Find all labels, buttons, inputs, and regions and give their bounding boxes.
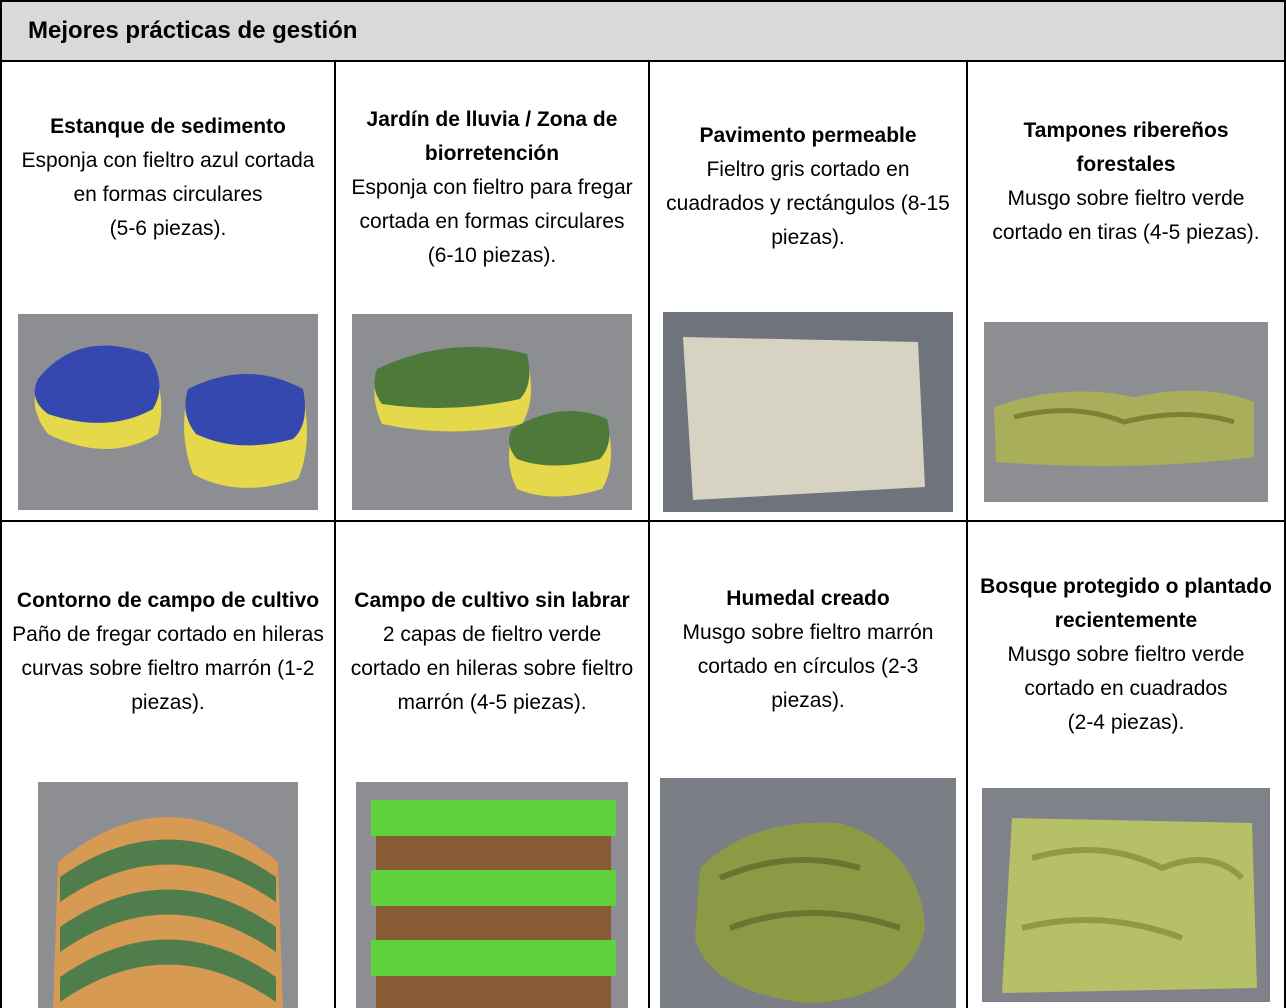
cell-text: Contorno de campo de cultivo Paño de fre…	[2, 522, 334, 782]
cell-description: Esponja con fieltro para fregar cortada …	[351, 176, 633, 267]
cell-description: Fieltro gris cortado en cuadrados y rect…	[666, 158, 950, 249]
header-title: Mejores prácticas de gestión	[2, 2, 1284, 62]
cell-description: Musgo sobre fieltro verde cortado en tir…	[992, 187, 1260, 244]
photo-protected-forest	[982, 788, 1270, 1002]
table-cell: Jardín de lluvia / Zona de biorretención…	[336, 62, 650, 520]
cell-pieces: (2-4 piezas).	[1067, 711, 1185, 734]
table-cell: Tampones ribereños forestales Musgo sobr…	[968, 62, 1284, 520]
cell-text: Tampones ribereños forestales Musgo sobr…	[968, 62, 1284, 322]
cell-title: Campo de cultivo sin labrar	[354, 589, 630, 612]
table-cell: Humedal creado Musgo sobre fieltro marró…	[650, 522, 968, 1008]
table-row: Contorno de campo de cultivo Paño de fre…	[2, 522, 1284, 1008]
table-cell: Bosque protegido o plantado recientement…	[968, 522, 1284, 1008]
cell-description: Musgo sobre fieltro marrón cortado en cí…	[682, 621, 934, 712]
cell-title: Bosque protegido o plantado recientement…	[980, 575, 1272, 632]
photo-created-wetland	[660, 778, 956, 1008]
cell-title: Estanque de sedimento	[50, 115, 286, 138]
table-cell: Pavimento permeable Fieltro gris cortado…	[650, 62, 968, 520]
cell-pieces: (5-6 piezas).	[109, 217, 227, 240]
cell-title: Jardín de lluvia / Zona de biorretención	[366, 108, 618, 165]
cell-description: 2 capas de fieltro verde cortado en hile…	[350, 623, 634, 714]
photo-rain-garden	[352, 314, 632, 510]
photo-no-till-field	[356, 782, 628, 1008]
table-cell: Contorno de campo de cultivo Paño de fre…	[2, 522, 336, 1008]
cell-title: Contorno de campo de cultivo	[16, 589, 320, 612]
photo-permeable-pavement	[663, 312, 953, 512]
cell-text: Pavimento permeable Fieltro gris cortado…	[650, 62, 966, 312]
photo-sediment-pond	[18, 314, 318, 510]
cell-description: Paño de fregar cortado en hileras curvas…	[12, 623, 324, 714]
cell-text: Estanque de sedimento Esponja con fieltr…	[2, 62, 334, 314]
cell-text: Jardín de lluvia / Zona de biorretención…	[336, 62, 648, 314]
cell-title: Humedal creado	[726, 587, 890, 610]
table-cell: Campo de cultivo sin labrar 2 capas de f…	[336, 522, 650, 1008]
cell-title: Pavimento permeable	[699, 124, 917, 147]
table-cell: Estanque de sedimento Esponja con fieltr…	[2, 62, 336, 520]
cell-description: Musgo sobre fieltro verde cortado en cua…	[1007, 643, 1245, 700]
cell-text: Campo de cultivo sin labrar 2 capas de f…	[336, 522, 648, 782]
cell-description: Esponja con fieltro azul cortada en form…	[21, 149, 315, 206]
table-row: Estanque de sedimento Esponja con fieltr…	[2, 62, 1284, 522]
cell-text: Bosque protegido o plantado recientement…	[968, 522, 1284, 788]
cell-text: Humedal creado Musgo sobre fieltro marró…	[650, 522, 966, 778]
photo-contour-field	[38, 782, 298, 1008]
photo-riparian-buffer	[984, 322, 1268, 502]
cell-title: Tampones ribereños forestales	[1023, 119, 1229, 176]
